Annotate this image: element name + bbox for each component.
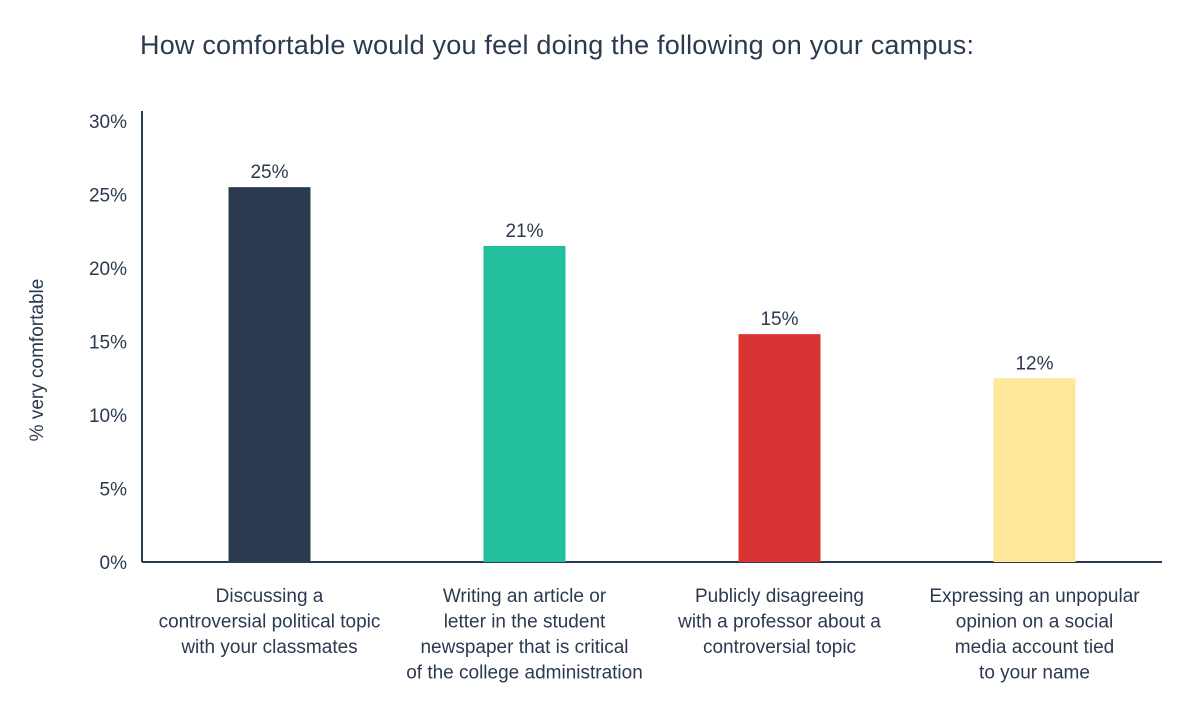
data-label: 15% <box>760 309 798 330</box>
category-label: Expressing an unpopular <box>929 586 1140 607</box>
bar <box>993 378 1076 562</box>
y-tick-label: 15% <box>89 333 127 354</box>
bar <box>228 187 311 562</box>
y-tick-label: 30% <box>89 112 127 133</box>
category-label: of the college administration <box>406 663 643 684</box>
category-label: with a professor about a <box>677 612 881 633</box>
category-label: Writing an article or <box>443 586 607 607</box>
category-label: Publicly disagreeing <box>695 586 864 607</box>
y-axis-title: % very comfortable <box>27 279 48 442</box>
data-label: 25% <box>250 162 288 183</box>
category-label: Discussing a <box>216 586 324 607</box>
category-label: media account tied <box>955 637 1115 658</box>
bar <box>738 334 821 562</box>
category-label: letter in the student <box>444 612 606 633</box>
y-tick-label: 25% <box>89 186 127 207</box>
y-tick-label: 0% <box>100 553 128 574</box>
data-label: 21% <box>505 221 543 242</box>
y-tick-label: 20% <box>89 259 127 280</box>
y-tick-label: 5% <box>100 480 128 501</box>
category-label: newspaper that is critical <box>420 637 628 658</box>
category-label: with your classmates <box>180 637 357 658</box>
chart-title: How comfortable would you feel doing the… <box>140 30 975 60</box>
category-label: controversial political topic <box>159 612 381 633</box>
data-label: 12% <box>1015 353 1053 374</box>
y-tick-label: 10% <box>89 406 127 427</box>
category-label: controversial topic <box>703 637 856 658</box>
category-label: to your name <box>979 663 1090 684</box>
category-label: opinion on a social <box>956 612 1113 633</box>
bar <box>483 245 566 562</box>
